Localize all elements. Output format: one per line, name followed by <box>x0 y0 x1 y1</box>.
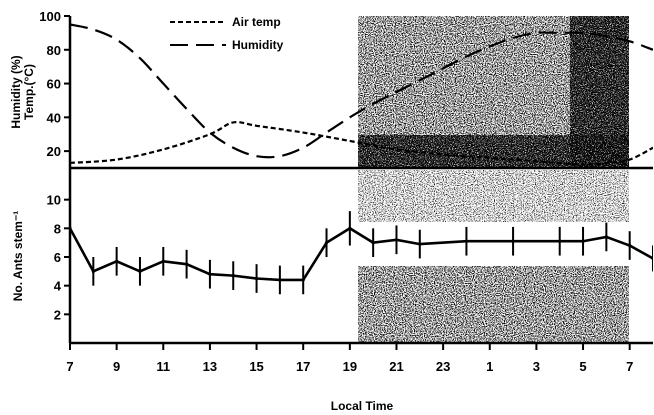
data-point <box>581 239 585 243</box>
top-y-tick-label: 40 <box>47 110 61 125</box>
top-y-axis-title: Humidity (%) Temp.(°C) <box>9 55 36 128</box>
data-point <box>254 276 259 281</box>
data-point <box>208 272 212 276</box>
data-point <box>301 278 305 282</box>
x-tick-label: 21 <box>389 359 403 374</box>
bottom-y-tick-label: 8 <box>54 221 61 236</box>
x-tick-label: 7 <box>66 359 73 374</box>
legend: Air temp Humidity <box>170 15 284 52</box>
data-point <box>70 226 72 230</box>
bottom-y-tick-label: 6 <box>54 250 61 265</box>
x-tick-label: 3 <box>533 359 540 374</box>
data-point <box>418 242 422 246</box>
data-point <box>161 259 165 263</box>
data-point <box>138 269 142 273</box>
top-y-axis-title-line1: Humidity (%) <box>9 55 23 128</box>
air-temp-line <box>70 120 653 166</box>
x-tick-label: 23 <box>436 359 450 374</box>
top-y-tick-label: 80 <box>47 43 61 58</box>
data-point <box>278 278 282 282</box>
data-point <box>115 259 119 263</box>
night-shading-bottom-upper <box>358 170 629 222</box>
night-shading-top-band <box>358 135 629 168</box>
data-point <box>511 239 515 243</box>
x-tick-label: 17 <box>296 359 310 374</box>
night-shading-bottom-lower <box>358 266 629 343</box>
data-point <box>231 274 235 278</box>
data-point <box>464 239 469 243</box>
data-point <box>371 241 375 245</box>
x-tick-label: 5 <box>579 359 586 374</box>
data-point <box>651 256 653 261</box>
data-point <box>604 235 608 239</box>
bottom-y-tick-label: 10 <box>47 193 61 208</box>
x-tick-label: 9 <box>113 359 120 374</box>
data-point <box>558 239 562 243</box>
humidity-line <box>70 23 653 159</box>
data-point <box>394 238 399 242</box>
bottom-y-ticks: 2 4 6 8 10 <box>47 193 70 322</box>
x-axis-title: Local Time <box>331 399 394 413</box>
data-point <box>348 226 352 230</box>
top-y-tick-label: 20 <box>47 144 61 159</box>
bottom-y-tick-label: 2 <box>54 307 61 322</box>
data-point <box>185 262 189 266</box>
legend-humidity-label: Humidity <box>232 38 284 52</box>
axes <box>68 16 653 345</box>
x-tick-label: 13 <box>203 359 217 374</box>
x-tick-label: 19 <box>343 359 357 374</box>
bottom-y-axis-title: No. Ants stem⁻¹ <box>11 211 25 302</box>
x-tick-label: 11 <box>156 359 170 374</box>
data-point <box>324 241 329 245</box>
top-y-axis-title-line2: Temp.(°C) <box>22 64 36 120</box>
top-y-tick-label: 60 <box>47 77 61 92</box>
bottom-y-tick-label: 4 <box>54 279 62 294</box>
top-series <box>70 23 653 166</box>
x-tick-label: 7 <box>626 359 633 374</box>
x-tick-label: 15 <box>249 359 263 374</box>
legend-air-temp-label: Air temp <box>232 15 281 29</box>
x-tick-label: 1 <box>486 359 493 374</box>
data-point <box>91 269 95 273</box>
x-ticks: 7 9 11 13 15 17 19 21 23 1 3 5 7 <box>66 343 633 374</box>
bottom-series <box>70 211 653 295</box>
night-shading <box>358 16 629 343</box>
top-y-tick-label: 100 <box>39 9 61 24</box>
top-y-ticks: 20 40 60 80 100 <box>39 9 70 159</box>
data-point <box>628 243 632 248</box>
